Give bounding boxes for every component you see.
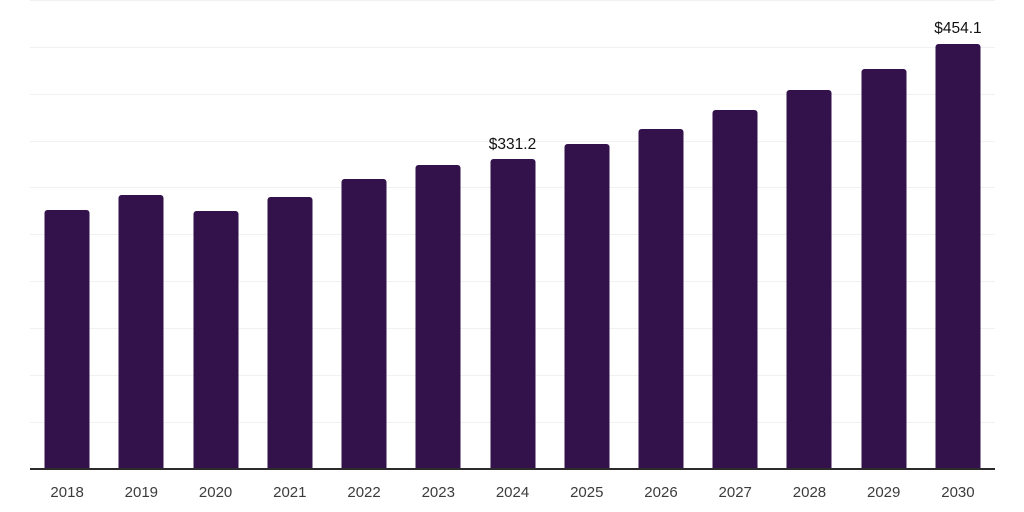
bar-2029	[861, 68, 907, 470]
x-axis-line	[30, 468, 995, 470]
x-tick-label-2026: 2026	[644, 484, 678, 501]
bar-slot-2020	[178, 0, 252, 470]
bar-2020	[193, 211, 239, 470]
plot-area: $331.2 $454.1	[30, 0, 995, 470]
bars-container: $331.2 $454.1	[30, 0, 995, 470]
x-tick-label-2022: 2022	[347, 484, 381, 501]
gridline-400	[30, 93, 995, 95]
x-tick-label-2027: 2027	[718, 484, 752, 501]
bar-2026	[638, 128, 684, 470]
x-tick-label-2024: 2024	[495, 484, 530, 501]
bar-2018	[44, 209, 90, 470]
x-tick-label-2020: 2020	[198, 484, 233, 501]
bar-slot-2029	[847, 0, 921, 470]
bar-2021	[267, 196, 313, 470]
bar-slot-2022	[327, 0, 401, 470]
gridline-450	[30, 46, 995, 48]
bar-slot-2027	[698, 0, 772, 470]
x-tick-label-2028: 2028	[792, 484, 827, 501]
x-tick-label-2030: 2030	[941, 484, 975, 501]
x-tick-label-2025: 2025	[570, 484, 604, 501]
bar-slot-2023	[401, 0, 475, 470]
x-tick-label-2023: 2023	[421, 484, 455, 501]
bar-slot-2024: $331.2	[475, 0, 549, 470]
value-label-2030: $454.1	[934, 20, 982, 38]
bar-2030	[935, 43, 981, 470]
bar-slot-2030: $454.1	[921, 0, 995, 470]
bar-2022	[341, 178, 387, 470]
bar-slot-2025	[550, 0, 624, 470]
gridline-500	[30, 0, 995, 1]
bar-2024	[490, 159, 536, 470]
x-tick-label-2019: 2019	[124, 484, 159, 501]
bar-2028	[786, 90, 832, 470]
x-tick-label-2029: 2029	[867, 484, 901, 501]
gridline-350	[30, 140, 995, 142]
bar-slot-2019	[104, 0, 178, 470]
value-label-2024: $331.2	[488, 135, 537, 153]
bar-2027	[712, 110, 758, 470]
x-tick-label-2018: 2018	[50, 484, 84, 501]
bar-slot-2018	[30, 0, 104, 470]
bar-2019	[118, 194, 164, 470]
bar-2023	[415, 164, 461, 470]
x-axis-tick-labels: 2018 2019 2020 2021 2022 2023 2024 2025 2026 2027…	[30, 484, 995, 502]
bar-slot-2021	[253, 0, 327, 470]
bar-slot-2028	[772, 0, 846, 470]
bar-2025	[564, 144, 610, 470]
x-tick-label-2021: 2021	[273, 484, 307, 501]
bar-slot-2026	[624, 0, 698, 470]
